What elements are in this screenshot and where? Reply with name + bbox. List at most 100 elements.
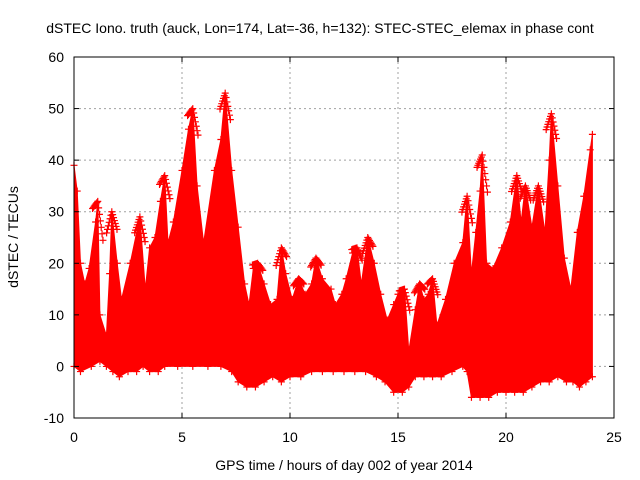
data-point [498, 244, 506, 252]
data-point [395, 287, 403, 295]
data-point [164, 187, 172, 195]
data-point [191, 118, 199, 126]
data-point [519, 388, 527, 396]
data-point [273, 295, 281, 303]
data-point [290, 281, 298, 289]
data-point [118, 295, 126, 303]
data-point [279, 247, 287, 255]
data-point [162, 179, 170, 187]
data-point [327, 285, 335, 293]
x-tick-label: 5 [178, 429, 186, 445]
data-point [193, 127, 201, 135]
data-point [489, 264, 497, 272]
data-point [178, 166, 186, 174]
data-point [542, 126, 550, 134]
data-point [541, 228, 549, 236]
data-point [377, 290, 385, 298]
x-tick-label: 10 [282, 429, 298, 445]
data-point [124, 368, 132, 376]
data-point [106, 270, 114, 278]
data-point [159, 175, 167, 183]
data-point [156, 197, 164, 205]
data-point [217, 362, 225, 370]
data-point [403, 296, 411, 304]
data-point [412, 286, 420, 294]
data-point [281, 250, 289, 258]
data-point [286, 373, 294, 381]
data-point [390, 388, 398, 396]
data-point [278, 245, 286, 253]
data-point [280, 248, 288, 256]
data-point [476, 187, 484, 195]
data-point [98, 230, 106, 238]
data-point [434, 291, 442, 299]
data-point [200, 239, 208, 247]
data-point [480, 163, 488, 171]
data-point [245, 301, 253, 309]
data-point [390, 301, 398, 309]
y-tick-label: 20 [48, 255, 64, 271]
data-point [166, 195, 174, 203]
data-point [552, 130, 560, 138]
data-point [146, 368, 154, 376]
data-point [133, 368, 141, 376]
data-point [550, 122, 558, 130]
data-point [300, 280, 308, 288]
data-point [540, 198, 548, 206]
data-point [404, 299, 412, 307]
data-point [331, 301, 339, 309]
data-point [329, 368, 337, 376]
data-point [420, 373, 428, 381]
data-point [288, 295, 296, 303]
data-point [103, 225, 111, 233]
data-point [104, 222, 112, 230]
data-point [545, 156, 553, 164]
data-point [161, 172, 169, 180]
data-point [575, 383, 583, 391]
data-point [272, 261, 280, 269]
data-point [191, 113, 199, 121]
data-point [283, 253, 291, 261]
data-point [448, 368, 456, 376]
data-point [102, 362, 110, 370]
y-tick-label: 50 [48, 101, 64, 117]
data-point [551, 126, 559, 134]
data-point [89, 204, 97, 212]
data-point [139, 229, 147, 237]
data-point [467, 393, 475, 401]
data-point [567, 285, 575, 293]
data-point [467, 210, 475, 218]
data-point [105, 218, 113, 226]
y-tick-label: 30 [48, 204, 64, 220]
data-point [450, 259, 458, 267]
data-point [161, 362, 169, 370]
data-point [225, 107, 233, 115]
data-point [362, 368, 370, 376]
data-point [308, 280, 316, 288]
data-point [260, 280, 268, 288]
data-point [317, 261, 325, 269]
data-point [184, 125, 192, 133]
data-point [258, 265, 266, 273]
data-point [99, 236, 107, 244]
data-point [141, 285, 149, 293]
data-point [560, 254, 568, 262]
data-point [383, 316, 391, 324]
data-point [273, 259, 281, 267]
data-point [368, 241, 376, 249]
data-point [405, 303, 413, 311]
data-point [511, 388, 519, 396]
data-point [158, 176, 166, 184]
data-point [146, 244, 154, 252]
x-axis-label: GPS time / hours of day 002 of year 2014 [215, 457, 473, 473]
data-point [424, 290, 432, 298]
data-point [275, 253, 283, 261]
data-point [95, 210, 103, 218]
data-point [463, 368, 471, 376]
data-point [437, 373, 445, 381]
data-point [545, 378, 553, 386]
data-point [126, 259, 134, 267]
data-point [106, 215, 114, 223]
data-point [103, 229, 111, 237]
data-point [309, 259, 317, 267]
